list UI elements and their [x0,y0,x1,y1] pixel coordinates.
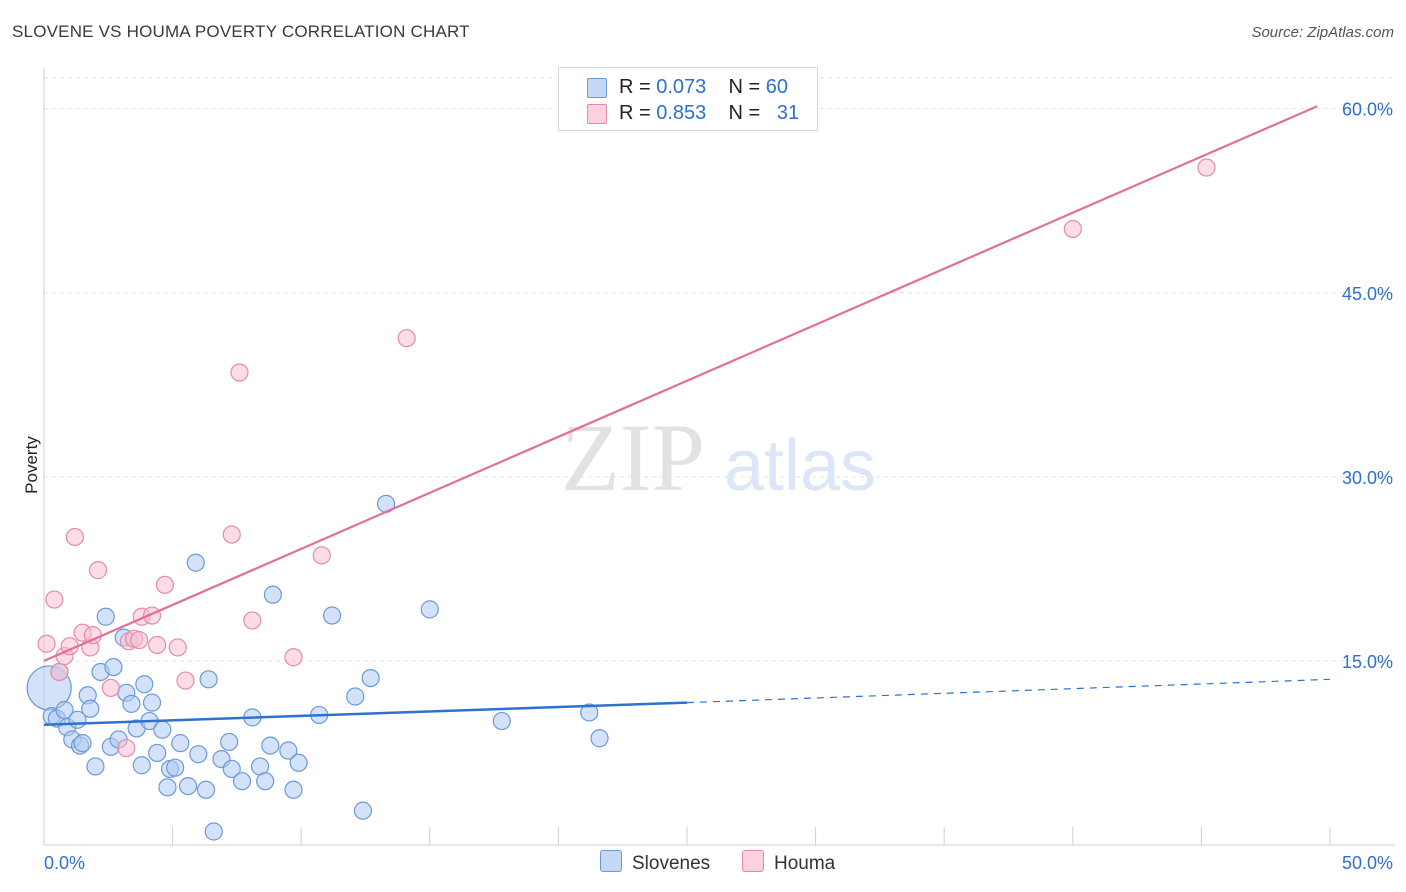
slovenes-point [590,729,609,748]
slovenes-point [284,780,303,799]
slovenes-point [256,772,275,791]
houma-point [101,678,120,698]
y-tick-label: 15.0% [1342,652,1393,672]
houma-point [168,638,187,657]
y-axis-label: Poverty [22,436,41,494]
slovenes-point [158,778,177,797]
chart-title: SLOVENE VS HOUMA POVERTY CORRELATION CHA… [12,22,470,41]
watermark-atlas: atlas [724,426,876,506]
watermark-zip: ZIP [561,404,705,511]
legend-bottom-label-houma: Houma [774,853,836,874]
houma-point [243,611,262,630]
slovenes-point [148,743,167,763]
houma-point [230,363,249,382]
slovenes-point [492,711,511,731]
slovenes-trend-line [43,701,688,726]
slovenes-point [222,759,241,779]
slovenes-point [232,772,252,791]
legend-n-value: 31 [776,102,800,124]
slovenes-point [86,757,105,776]
slovenes-point [122,694,141,713]
houma-point [130,630,149,650]
slovenes-point [420,600,439,619]
legend-bottom-label-slovenes: Slovenes [632,853,711,874]
slovenes-point [199,670,218,689]
legend-swatch-slovenes [587,78,607,98]
houma-point [397,329,416,348]
houma-point [155,575,174,594]
slovenes-point [73,734,92,753]
legend-r-label: R = [619,76,657,98]
slovenes-point [186,553,205,572]
y-tick-label: 30.0% [1342,468,1393,488]
legend-item-slovenes: Slovenes [600,850,710,875]
slovenes-point [204,822,223,841]
legend-n-label: N = [728,76,766,98]
slovenes-point [263,585,283,604]
slovenes-point [142,693,162,712]
slovenes-point [196,780,216,799]
slovenes-trend-extension [686,678,1331,704]
slovenes-point [353,801,373,820]
slovenes-point [261,736,280,755]
houma-point [65,527,84,547]
houma-point [45,590,64,609]
slovenes-point [220,732,239,752]
x-tick-label: 50.0% [1342,853,1393,873]
slovenes-point [132,756,151,775]
legend-n-label: N = [728,102,766,124]
houma-point [148,635,167,655]
houma-point [312,546,331,565]
slovenes-point [171,734,190,753]
houma-point [88,561,108,580]
slovenes-point [361,669,380,688]
legend-r-label: R = [619,102,657,124]
x-tick-label: 0.0% [44,853,85,873]
houma-point [176,671,195,690]
source-label: Source: ZipAtlas.com [1251,24,1394,41]
slovenes-point [104,657,123,677]
houma-point [117,738,136,758]
slovenes-point [166,758,185,777]
slovenes-point [81,699,100,718]
legend-r-value: 0.073 [656,76,707,98]
y-tick-label: 60.0% [1342,100,1393,120]
legend-swatch-houma [587,104,607,124]
houma-point [284,648,303,667]
correlation-legend: R = 0.073 N = 60 R = 0.853 N = 31 [558,67,818,131]
houma-point [1063,219,1082,239]
houma-point [50,662,69,682]
slovenes-point [135,675,154,694]
slovenes-point [580,703,599,722]
houma-point [37,634,56,653]
legend-item-houma: Houma [742,850,835,875]
legend-bottom-swatch-slovenes [600,850,622,872]
houma-trend-line [43,105,1318,662]
legend-bottom-swatch-houma [742,850,764,872]
y-tick-label: 45.0% [1342,284,1393,304]
slovenes-point [178,776,198,796]
slovenes-point [279,741,298,760]
legend-n-value: 60 [765,76,789,98]
slovenes-point [346,687,365,706]
legend-r-value: 0.853 [656,102,707,124]
slovenes-point [189,745,208,764]
houma-point [1197,158,1216,177]
slovenes-point [322,606,342,625]
slovenes-point [153,720,172,739]
slovenes-point [96,607,115,626]
houma-point [222,525,241,544]
slovenes-point [289,753,308,772]
